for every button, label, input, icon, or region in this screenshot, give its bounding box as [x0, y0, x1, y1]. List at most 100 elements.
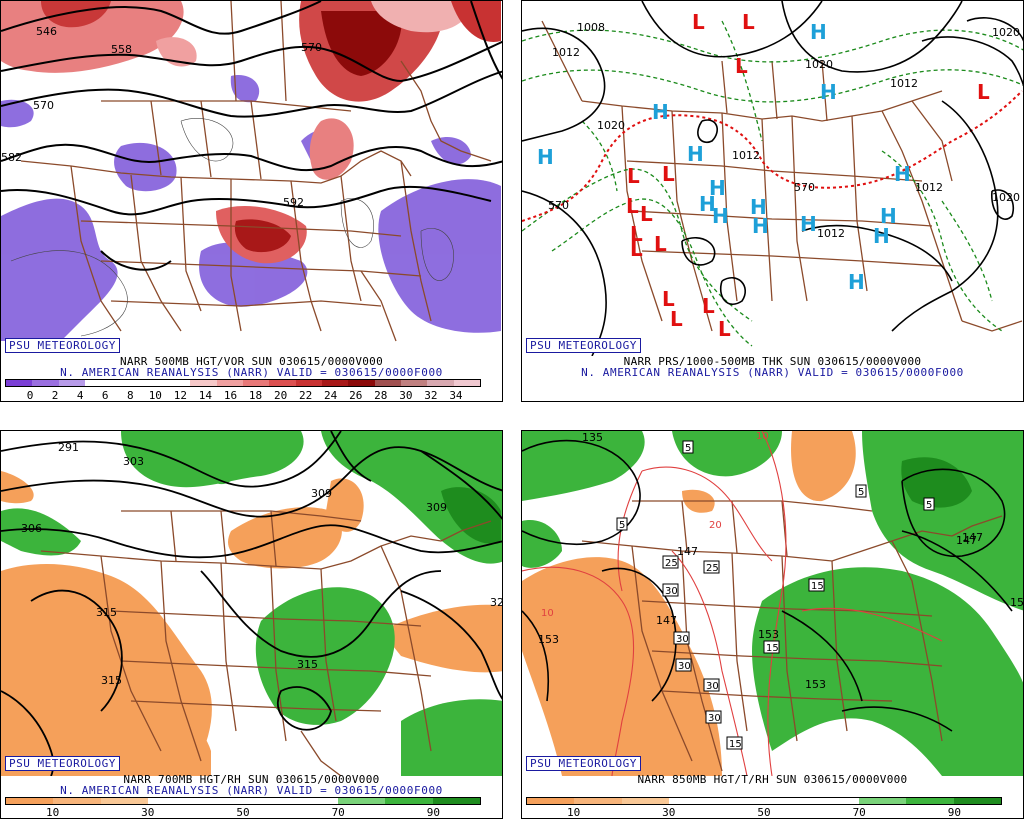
high-pressure-markers: H H H H H H H H H H H H H H H	[537, 20, 911, 294]
map-700mb: 291 303 309 309 306 315 315 315 32	[1, 431, 502, 776]
colorbar-tick-label: 18	[248, 389, 263, 402]
colorbar-segment	[427, 380, 454, 386]
contour-label: 592	[283, 196, 304, 209]
vorticity-colorbar	[5, 379, 481, 387]
temperature-box-label: 30	[662, 583, 679, 597]
temperature-box-label: 25	[662, 555, 679, 569]
low-pressure-marker: L	[630, 237, 643, 261]
colorbar-tick-label: 22	[299, 389, 313, 402]
panel-500mb-vorticity: 546 558 570 570 582 592 PSU METEOROLOGY …	[0, 0, 503, 402]
colorbar-tick-label: 90	[947, 806, 962, 819]
contour-label: 546	[36, 25, 57, 38]
colorbar-segment	[385, 798, 433, 804]
colorbar-tick-label: 12	[173, 389, 187, 402]
temperature-box-label: 5	[616, 517, 628, 531]
colorbar-segment	[6, 380, 33, 386]
map-title: NARR 850MB HGT/T/RH SUN 030615/0000V000	[637, 773, 908, 786]
map-title: NARR 500MB HGT/VOR SUN 030615/0000V000	[119, 355, 384, 368]
low-pressure-marker: L	[662, 287, 675, 311]
high-pressure-marker: H	[873, 224, 890, 248]
height-contours	[1, 431, 502, 776]
contour-label: 153	[805, 678, 826, 691]
map-title: NARR 700MB HGT/RH SUN 030615/0000V000	[123, 773, 380, 786]
low-pressure-marker: L	[718, 317, 731, 341]
high-pressure-marker: H	[800, 212, 817, 236]
svg-text:20: 20	[709, 520, 722, 531]
colorbar-tick-label: 16	[223, 389, 238, 402]
isobar-label: 1008	[577, 21, 605, 34]
colorbar-tick-label: 10	[566, 806, 581, 819]
contour-label: 147	[956, 534, 977, 547]
vorticity-negative-fill	[1, 75, 501, 341]
panel-700mb-rh: 291 303 309 309 306 315 315 315 32 PSU M…	[0, 430, 503, 819]
svg-text:30: 30	[676, 634, 689, 645]
svg-text:30: 30	[678, 661, 691, 672]
thickness-570-line	[522, 90, 1023, 222]
colorbar-tick-label: 8	[126, 389, 134, 402]
temperature-box-label: 15	[726, 736, 743, 750]
svg-text:10: 10	[756, 431, 769, 442]
thickness-label: 570	[794, 181, 815, 194]
rh-colorbar-ticks: 10 30 50 70 90	[526, 806, 1002, 818]
temperature-box-labels: 5 5 5 5 10 10 20 25 25 30 30 30 30 30 15 15 15	[541, 431, 935, 750]
colorbar-tick-label: 0	[26, 389, 34, 402]
colorbar-tick-label: 28	[374, 389, 388, 402]
isobar-label: 1012	[552, 46, 580, 59]
svg-text:5: 5	[926, 500, 932, 511]
psu-meteorology-logo: PSU METEOROLOGY	[526, 338, 641, 353]
low-pressure-marker: L	[977, 80, 990, 104]
temperature-box-label: 15	[763, 640, 780, 654]
contour-label: 309	[311, 487, 332, 500]
colorbar-tick-label: 10	[148, 389, 162, 402]
contour-label: 147	[962, 531, 983, 544]
svg-text:5: 5	[685, 443, 691, 454]
high-pressure-marker: H	[752, 214, 769, 238]
low-pressure-marker: L	[742, 10, 755, 34]
map-subtitle: N. AMERICAN REANALYSIS (NARR) VALID = 03…	[581, 366, 964, 379]
colorbar-segment	[100, 798, 149, 804]
colorbar-segment	[243, 798, 291, 804]
high-pressure-marker: H	[652, 100, 669, 124]
svg-text:5: 5	[619, 520, 625, 531]
colorbar-segment	[163, 380, 191, 386]
svg-text:15: 15	[766, 643, 779, 654]
high-pressure-marker: H	[848, 270, 865, 294]
map-850mb: 135 147 147 147 153 153 153 147 15 55551…	[522, 431, 1023, 776]
colorbar-segment	[137, 380, 164, 386]
rh-moist-fill	[522, 431, 1023, 776]
vorticity-positive-fill	[1, 1, 501, 264]
isobar-label: 1020	[597, 119, 625, 132]
colorbar-segment	[269, 380, 296, 386]
colorbar-segment	[858, 798, 907, 804]
colorbar-segment	[111, 380, 138, 386]
low-pressure-marker: L	[670, 307, 683, 331]
colorbar-tick-label: 32	[424, 389, 438, 402]
isobar-label: 1012	[890, 77, 918, 90]
svg-text:30: 30	[706, 681, 719, 692]
low-pressure-marker: L	[654, 232, 667, 256]
colorbar-tick-label: 6	[101, 389, 109, 402]
high-pressure-marker: H	[894, 162, 911, 186]
panel-surface-pressure-thickness: 1008 1012 1020 1012 1012 1012 1020 1012 …	[521, 0, 1024, 402]
contour-label: 303	[123, 455, 144, 468]
colorbar-tick-label: 30	[662, 806, 676, 819]
low-pressure-marker: L	[662, 162, 675, 186]
map-subtitle: N. AMERICAN REANALYSIS (NARR) VALID = 03…	[60, 366, 443, 379]
colorbar-segment	[621, 798, 670, 804]
map-500mb: 546 558 570 570 582 592	[1, 1, 502, 342]
isobar-label: 1020	[992, 191, 1020, 204]
rh-colorbar	[526, 797, 1002, 805]
temperature-box-label: 5	[923, 497, 935, 511]
contour-label: 135	[582, 431, 603, 444]
high-pressure-marker: H	[820, 80, 837, 104]
colorbar-tick-label: 26	[349, 389, 363, 402]
temperature-box-label: 30	[675, 658, 692, 672]
colorbar-segment	[32, 380, 59, 386]
height-contours	[1, 1, 502, 271]
low-pressure-marker: L	[692, 10, 705, 34]
temperature-box-label: 30	[705, 710, 722, 724]
colorbar-tick-label: 14	[198, 389, 213, 402]
colorbar-tick-label: 50	[236, 806, 250, 819]
high-pressure-marker: H	[712, 204, 729, 228]
map-subtitle: N. AMERICAN REANALYSIS (NARR) VALID = 03…	[60, 784, 443, 797]
